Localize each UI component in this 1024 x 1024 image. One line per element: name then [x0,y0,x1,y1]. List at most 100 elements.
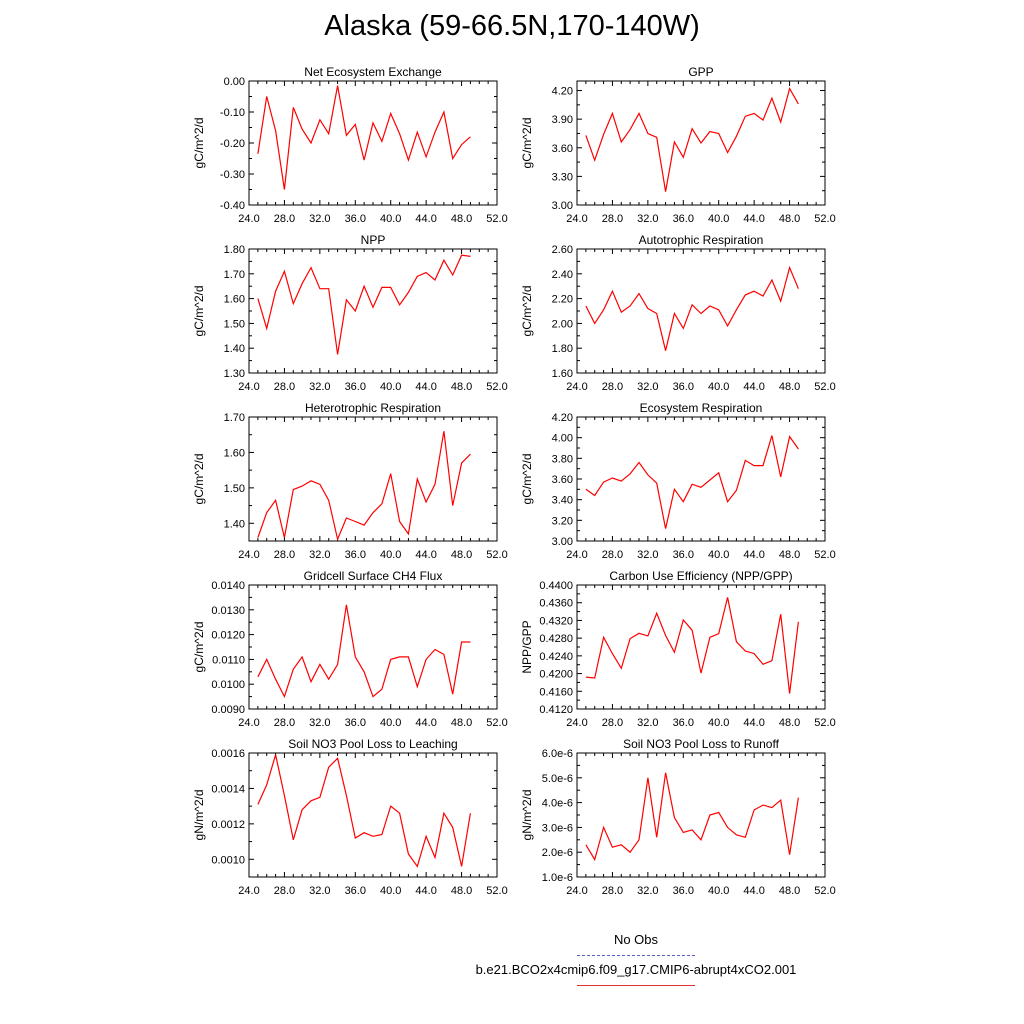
chart-panel-4: Autotrophic Respiration gC/m^2/d 24.0 28.0 3… [520,233,836,393]
series-line [257,604,471,699]
y-tick-label: 1.50 [224,318,245,330]
panel-title: Gridcell Surface CH4 Flux [304,569,443,583]
plot-frame [248,80,498,206]
y-tick-label: 0.4400 [539,580,573,592]
y-tick-label: 1.70 [224,269,245,281]
y-tick-label: 0.0140 [211,580,245,592]
x-tick-label: 36.0 [345,549,366,561]
y-axis-label: gC/m^2/d [192,454,206,505]
x-tick-label: 28.0 [274,717,295,729]
chart-panel-3: NPP gC/m^2/d 24.0 28.0 32.0 36.0 40.0 44.0 48.0 5… [192,233,508,393]
panel-title: Net Ecosystem Exchange [304,65,442,79]
x-tick-label: 36.0 [345,213,366,225]
series-line [585,87,799,192]
x-tick-label: 48.0 [779,213,800,225]
x-tick-label: 28.0 [602,885,623,897]
x-tick-label: 28.0 [602,717,623,729]
series-line [257,85,471,190]
y-tick-label: 3.00 [552,536,573,548]
y-tick-label: 4.20 [552,86,573,98]
y-tick-label: 1.80 [552,343,573,355]
y-tick-label: 0.4240 [539,651,573,663]
x-tick-label: 36.0 [673,213,694,225]
x-tick-label: 32.0 [637,549,658,561]
y-tick-label: 1.50 [224,483,245,495]
x-tick-label: 32.0 [637,381,658,393]
plot-frame [576,248,826,374]
figure-title: Alaska (59-66.5N,170-140W) [324,10,700,42]
x-tick-label: 36.0 [673,549,694,561]
x-tick-label: 52.0 [486,549,507,561]
x-tick-label: 24.0 [566,381,587,393]
y-tick-label: 2.20 [552,294,573,306]
y-tick-label: 0.0014 [211,783,245,795]
x-tick-label: 40.0 [708,549,729,561]
y-tick-label: 4.20 [552,412,573,424]
x-tick-label: 48.0 [451,381,472,393]
y-tick-label: -0.10 [220,107,245,119]
x-tick-label: 24.0 [238,213,259,225]
panel-title: Soil NO3 Pool Loss to Leaching [288,737,457,751]
y-tick-label: 0.0012 [211,819,245,831]
x-tick-label: 32.0 [637,717,658,729]
x-tick-label: 52.0 [814,381,835,393]
y-tick-label: 1.40 [224,518,245,530]
y-tick-label: 0.4360 [539,598,573,610]
y-tick-label: 0.4120 [539,704,573,716]
x-tick-label: 44.0 [743,213,764,225]
x-tick-label: 40.0 [380,717,401,729]
y-axis-label: gC/m^2/d [520,454,534,505]
y-tick-label: 0.0120 [211,630,245,642]
y-axis-label: gC/m^2/d [520,286,534,337]
chart-panel-2: GPP gC/m^2/d 24.0 28.0 32.0 36.0 40.0 44.0 48.0 5… [520,65,836,225]
x-tick-label: 44.0 [415,885,436,897]
y-tick-label: 2.0e-6 [542,847,573,859]
y-axis-label: gC/m^2/d [192,622,206,673]
chart-panel-8: Carbon Use Efficiency (NPP/GPP) NPP/GPP 24… [520,569,836,729]
y-tick-label: -0.40 [220,200,245,212]
panel-title: Ecosystem Respiration [640,401,763,415]
y-tick-label: 3.0e-6 [542,822,573,834]
x-tick-label: 40.0 [708,381,729,393]
x-tick-label: 52.0 [486,885,507,897]
legend-model-label: b.e21.BCO2x4cmip6.f09_g17.CMIP6-abrupt4x… [475,962,797,977]
x-tick-label: 44.0 [415,381,436,393]
x-tick-label: 32.0 [309,549,330,561]
x-tick-label: 36.0 [673,885,694,897]
y-tick-label: 3.00 [552,200,573,212]
y-tick-label: 6.0e-6 [542,748,573,760]
x-tick-label: 44.0 [415,717,436,729]
x-tick-label: 28.0 [602,213,623,225]
y-tick-label: 0.0016 [211,748,245,760]
x-tick-label: 24.0 [566,717,587,729]
x-tick-label: 48.0 [779,717,800,729]
x-tick-label: 44.0 [415,213,436,225]
x-tick-label: 48.0 [451,885,472,897]
x-tick-label: 28.0 [274,885,295,897]
x-tick-label: 28.0 [274,549,295,561]
x-tick-label: 24.0 [238,885,259,897]
x-tick-label: 44.0 [743,885,764,897]
plot-frame [248,416,498,542]
y-tick-label: 0.4160 [539,686,573,698]
chart-panel-1: Net Ecosystem Exchange gC/m^2/d 24.0 28.0 32… [192,65,508,225]
panel-title: NPP [361,233,386,247]
series-line [585,435,799,529]
y-tick-label: 1.40 [224,343,245,355]
panel-title: Autotrophic Respiration [639,233,764,247]
x-tick-label: 52.0 [814,549,835,561]
y-tick-label: 0.0110 [212,654,245,666]
x-tick-label: 36.0 [345,717,366,729]
y-tick-label: 2.60 [552,244,573,256]
x-tick-label: 40.0 [708,717,729,729]
chart-panel-7: Gridcell Surface CH4 Flux gC/m^2/d 24.0 28.… [192,569,508,729]
x-tick-label: 40.0 [380,381,401,393]
x-tick-label: 40.0 [380,213,401,225]
x-tick-label: 44.0 [743,381,764,393]
y-tick-label: 4.00 [552,433,573,445]
x-tick-label: 36.0 [673,381,694,393]
x-tick-label: 40.0 [708,213,729,225]
x-tick-label: 24.0 [566,885,587,897]
y-tick-label: 0.00 [224,76,245,88]
x-tick-label: 24.0 [566,549,587,561]
